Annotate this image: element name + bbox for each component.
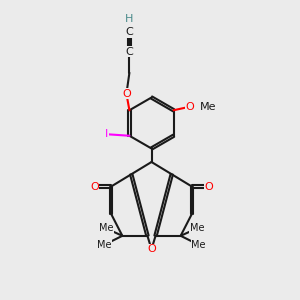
Text: O: O — [90, 182, 99, 192]
Text: C: C — [125, 47, 133, 57]
Text: O: O — [204, 182, 213, 192]
Text: O: O — [186, 102, 194, 112]
Text: I: I — [105, 129, 109, 139]
Text: Me: Me — [99, 223, 113, 233]
Text: O: O — [122, 89, 131, 99]
Text: Me: Me — [191, 240, 206, 250]
Text: Me: Me — [190, 223, 204, 233]
Text: C: C — [125, 27, 133, 37]
Text: Me: Me — [97, 240, 112, 250]
Text: H: H — [125, 14, 134, 24]
Text: Me: Me — [200, 102, 216, 112]
Text: O: O — [147, 244, 156, 254]
